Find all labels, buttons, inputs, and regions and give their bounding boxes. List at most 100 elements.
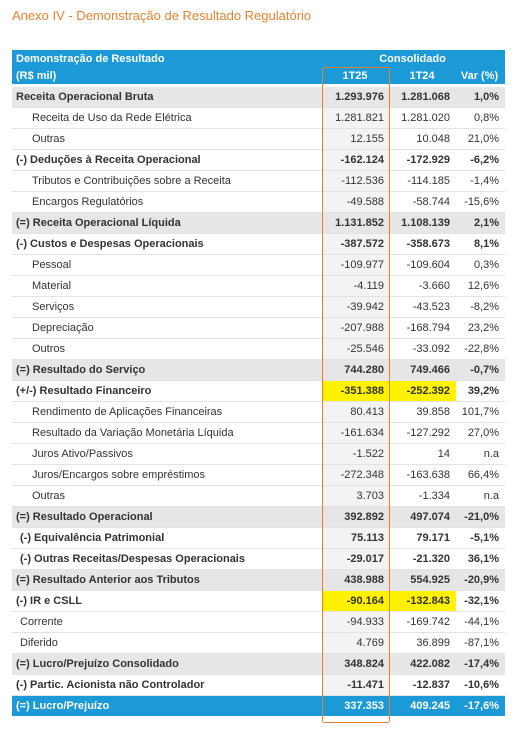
table-row: (-) Custos e Despesas Operacionais -387.5…	[12, 233, 506, 255]
value-cell: n.a	[456, 485, 506, 507]
row-label: (-) Equivalência Patrimonial	[12, 527, 322, 549]
value-cell: -25.546	[322, 338, 390, 360]
table-row: Outras 3.703 -1.334 n.a	[12, 485, 506, 507]
value-cell: -207.988	[322, 317, 390, 339]
value-cell: -90.164	[322, 590, 390, 612]
value-cell: -6,2%	[456, 149, 506, 171]
value-cell: -1.522	[322, 443, 390, 465]
table-row: Serviços -39.942 -43.523 -8,2%	[12, 296, 506, 318]
row-label: Outras	[12, 128, 322, 150]
page-title: Anexo IV - Demonstração de Resultado Reg…	[12, 8, 312, 23]
row-label: (=) Lucro/Prejuízo	[12, 695, 322, 716]
row-label: (=) Resultado do Serviço	[12, 359, 322, 381]
value-cell: 348.824	[322, 653, 390, 675]
table-row: (=) Receita Operacional Líquida 1.131.852…	[12, 212, 506, 234]
value-cell: 75.113	[322, 527, 390, 549]
table-row: (-) Equivalência Patrimonial 75.113 79.171…	[12, 527, 506, 549]
value-cell: 1.281.821	[322, 107, 390, 129]
value-cell: 744.280	[322, 359, 390, 381]
value-cell: -252.392	[390, 380, 456, 402]
header-label: Demonstração de Resultado	[12, 50, 322, 67]
value-cell: 39,2%	[456, 380, 506, 402]
table-row: (=) Resultado Anterior aos Tributos 438.9…	[12, 569, 506, 591]
value-cell: -20,9%	[456, 569, 506, 591]
table-row: Outras 12.155 10.048 21,0%	[12, 128, 506, 150]
value-cell: -87,1%	[456, 632, 506, 654]
value-cell: 4.769	[322, 632, 390, 654]
table-row: (+/-) Resultado Financeiro -351.388 -252.3…	[12, 380, 506, 402]
row-label: Pessoal	[12, 254, 322, 276]
table-row: (-) Outras Receitas/Despesas Operacionai…	[12, 548, 506, 570]
row-label: Receita de Uso da Rede Elétrica	[12, 107, 322, 129]
value-cell: -169.742	[390, 611, 456, 633]
value-cell: 79.171	[390, 527, 456, 549]
value-cell: 80.413	[322, 401, 390, 423]
value-cell: -109.977	[322, 254, 390, 276]
row-label: Depreciação	[12, 317, 322, 339]
value-cell: -43.523	[390, 296, 456, 318]
spacer-cell	[12, 84, 506, 87]
table-row: (=) Lucro/Prejuízo 337.353 409.245 -17,6%	[12, 695, 506, 716]
row-label: Tributos e Contribuições sobre a Receita	[12, 170, 322, 192]
value-cell: -21,0%	[456, 506, 506, 528]
value-cell: -39.942	[322, 296, 390, 318]
value-cell: 1.108.139	[390, 212, 456, 234]
table-row: Outros -25.546 -33.092 -22,8%	[12, 338, 506, 360]
row-label: (-) Outras Receitas/Despesas Operacionai…	[12, 548, 322, 570]
value-cell: 10.048	[390, 128, 456, 150]
value-cell: -3.660	[390, 275, 456, 297]
value-cell: -112.536	[322, 170, 390, 192]
row-label: Rendimento de Aplicações Financeiras	[12, 401, 322, 423]
row-label: Juros/Encargos sobre empréstimos	[12, 464, 322, 486]
value-cell: -44,1%	[456, 611, 506, 633]
row-label: Resultado da Variação Monetária Líquida	[12, 422, 322, 444]
value-cell: -58.744	[390, 191, 456, 213]
row-label: Corrente	[12, 611, 322, 633]
row-label: Serviços	[12, 296, 322, 318]
value-cell: -168.794	[390, 317, 456, 339]
value-cell: -94.933	[322, 611, 390, 633]
row-label: Outros	[12, 338, 322, 360]
value-cell: 101,7%	[456, 401, 506, 423]
table-row: Receita de Uso da Rede Elétrica 1.281.821…	[12, 107, 506, 129]
value-cell: -1.334	[390, 485, 456, 507]
value-cell: 438.988	[322, 569, 390, 591]
table-row: Receita Operacional Bruta 1.293.976 1.281.…	[12, 87, 506, 108]
row-label: (=) Resultado Operacional	[12, 506, 322, 528]
value-cell: 21,0%	[456, 128, 506, 150]
value-cell: 422.082	[390, 653, 456, 675]
value-cell: 36,1%	[456, 548, 506, 570]
table-row: (-) Partic. Acionista não Controlador -11…	[12, 674, 506, 696]
row-label: (+/-) Resultado Financeiro	[12, 380, 322, 402]
value-cell: -17,6%	[456, 695, 506, 716]
spacer	[12, 84, 506, 87]
row-label: (=) Lucro/Prejuízo Consolidado	[12, 653, 322, 675]
value-cell: -161.634	[322, 422, 390, 444]
value-cell: 2,1%	[456, 212, 506, 234]
row-label: (-) Partic. Acionista não Controlador	[12, 674, 322, 696]
header-row: Demonstração de Resultado Consolidado	[12, 50, 506, 67]
value-cell: 0,3%	[456, 254, 506, 276]
value-cell: -109.604	[390, 254, 456, 276]
header-group: Consolidado	[322, 50, 506, 67]
table-row: Encargos Regulatórios -49.588 -58.744 -15,6…	[12, 191, 506, 213]
column-header: 1T24	[390, 67, 456, 84]
value-cell: -29.017	[322, 548, 390, 570]
table-row: Tributos e Contribuições sobre a Receita…	[12, 170, 506, 192]
table-row: Corrente -94.933 -169.742 -44,1%	[12, 611, 506, 633]
table-row: Material -4.119 -3.660 12,6%	[12, 275, 506, 297]
value-cell: -172.929	[390, 149, 456, 171]
value-cell: -127.292	[390, 422, 456, 444]
value-cell: 1.281.068	[390, 87, 456, 108]
row-label: (-) Custos e Despesas Operacionais	[12, 233, 322, 255]
value-cell: n.a	[456, 443, 506, 465]
value-cell: 1.281.020	[390, 107, 456, 129]
table-row: Resultado da Variação Monetária Líquida -…	[12, 422, 506, 444]
value-cell: -387.572	[322, 233, 390, 255]
table-row: (-) Deduções à Receita Operacional -162.1…	[12, 149, 506, 171]
column-header: Var (%)	[456, 67, 506, 84]
table-row: Pessoal -109.977 -109.604 0,3%	[12, 254, 506, 276]
value-cell: 27,0%	[456, 422, 506, 444]
table-body: Demonstração de Resultado Consolidado (R…	[12, 50, 506, 716]
